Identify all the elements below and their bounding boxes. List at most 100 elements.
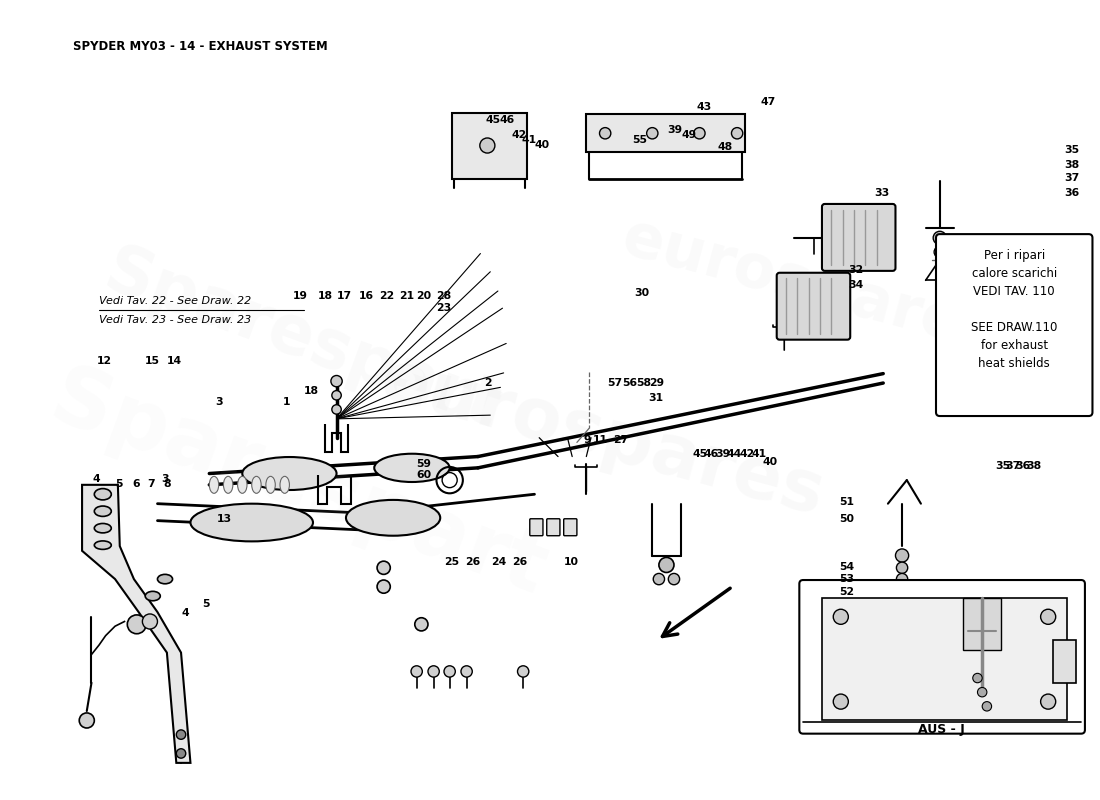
FancyBboxPatch shape [586, 114, 745, 152]
FancyBboxPatch shape [822, 204, 895, 271]
Ellipse shape [252, 476, 261, 494]
Text: 57: 57 [607, 378, 623, 389]
FancyBboxPatch shape [800, 580, 1085, 734]
Ellipse shape [209, 476, 219, 494]
Text: 18: 18 [304, 386, 319, 396]
Text: 45: 45 [486, 114, 500, 125]
Text: 58: 58 [636, 378, 651, 389]
Text: 22: 22 [379, 291, 394, 301]
Text: eurospares: eurospares [616, 209, 1004, 366]
Ellipse shape [223, 476, 233, 494]
Text: 32: 32 [849, 266, 864, 275]
Text: 31: 31 [649, 393, 663, 402]
Text: 36: 36 [1015, 462, 1031, 471]
Circle shape [933, 231, 946, 245]
Text: 7: 7 [147, 479, 155, 490]
Polygon shape [964, 598, 1001, 650]
Text: 41: 41 [521, 135, 537, 145]
Text: 37: 37 [1065, 173, 1079, 182]
Text: 13: 13 [217, 514, 231, 524]
Circle shape [1041, 694, 1056, 709]
Text: 46: 46 [704, 450, 718, 459]
Text: 25: 25 [444, 557, 460, 567]
Ellipse shape [280, 476, 289, 494]
Ellipse shape [95, 489, 111, 500]
Text: 28: 28 [437, 291, 451, 301]
Text: 30: 30 [635, 288, 649, 298]
Text: 56: 56 [621, 378, 637, 389]
Circle shape [978, 687, 987, 697]
Text: 59: 59 [417, 459, 431, 469]
Text: 60: 60 [417, 470, 431, 481]
Text: 39: 39 [668, 125, 682, 135]
FancyBboxPatch shape [451, 113, 527, 178]
Text: 5: 5 [116, 479, 123, 490]
Text: 11: 11 [593, 435, 608, 445]
Text: 33: 33 [874, 188, 890, 198]
Circle shape [653, 574, 664, 585]
Circle shape [142, 614, 157, 629]
Ellipse shape [266, 476, 275, 494]
Circle shape [377, 561, 390, 574]
Text: 43: 43 [696, 102, 712, 113]
Text: 15: 15 [145, 356, 160, 366]
Text: 4: 4 [182, 608, 189, 618]
Circle shape [896, 574, 907, 585]
Circle shape [517, 666, 529, 677]
Text: 26: 26 [465, 557, 481, 567]
Text: 9: 9 [583, 435, 591, 445]
Ellipse shape [238, 476, 248, 494]
Text: SPYDER MY03 - 14 - EXHAUST SYSTEM: SPYDER MY03 - 14 - EXHAUST SYSTEM [73, 40, 328, 53]
Text: 50: 50 [839, 514, 855, 524]
Circle shape [934, 246, 945, 258]
Text: 35: 35 [1065, 145, 1079, 154]
Text: 4: 4 [92, 474, 100, 484]
Text: 35: 35 [996, 462, 1010, 471]
Text: 45: 45 [692, 450, 707, 459]
Text: 54: 54 [839, 562, 855, 572]
Text: 49: 49 [682, 130, 697, 139]
Circle shape [834, 694, 848, 709]
Text: 3: 3 [161, 474, 168, 484]
Text: 47: 47 [760, 97, 775, 107]
FancyBboxPatch shape [530, 518, 543, 536]
Text: 42: 42 [740, 450, 755, 459]
Text: 3: 3 [214, 397, 222, 406]
Text: 44: 44 [726, 450, 741, 459]
Ellipse shape [157, 574, 173, 584]
Circle shape [480, 138, 495, 153]
Text: 46: 46 [499, 114, 515, 125]
Text: eurospares: eurospares [373, 346, 832, 530]
Text: 39: 39 [715, 450, 730, 459]
Text: 21: 21 [399, 291, 414, 301]
FancyBboxPatch shape [547, 518, 560, 536]
FancyBboxPatch shape [777, 273, 850, 340]
Circle shape [377, 580, 390, 594]
Circle shape [444, 666, 455, 677]
Text: 26: 26 [512, 557, 527, 567]
Circle shape [834, 610, 848, 624]
Circle shape [659, 558, 674, 573]
Text: Sparespart: Sparespart [41, 358, 558, 612]
Ellipse shape [145, 591, 161, 601]
Circle shape [128, 615, 146, 634]
Text: AUS - J: AUS - J [918, 723, 965, 736]
Circle shape [732, 128, 742, 139]
Text: Vedi Tav. 22 - See Draw. 22: Vedi Tav. 22 - See Draw. 22 [99, 296, 251, 306]
Text: 27: 27 [614, 435, 628, 445]
Ellipse shape [190, 504, 314, 542]
Text: 53: 53 [839, 574, 855, 585]
Text: 14: 14 [166, 356, 182, 366]
Text: 36: 36 [1065, 188, 1079, 198]
Circle shape [332, 405, 341, 414]
Text: 5: 5 [202, 598, 210, 609]
Text: 37: 37 [1005, 462, 1021, 471]
Circle shape [895, 549, 909, 562]
Polygon shape [822, 598, 1067, 721]
Text: 6: 6 [132, 479, 140, 490]
Ellipse shape [95, 506, 111, 517]
Circle shape [415, 618, 428, 631]
Circle shape [600, 128, 610, 139]
Ellipse shape [346, 500, 440, 536]
Text: 20: 20 [417, 291, 431, 301]
